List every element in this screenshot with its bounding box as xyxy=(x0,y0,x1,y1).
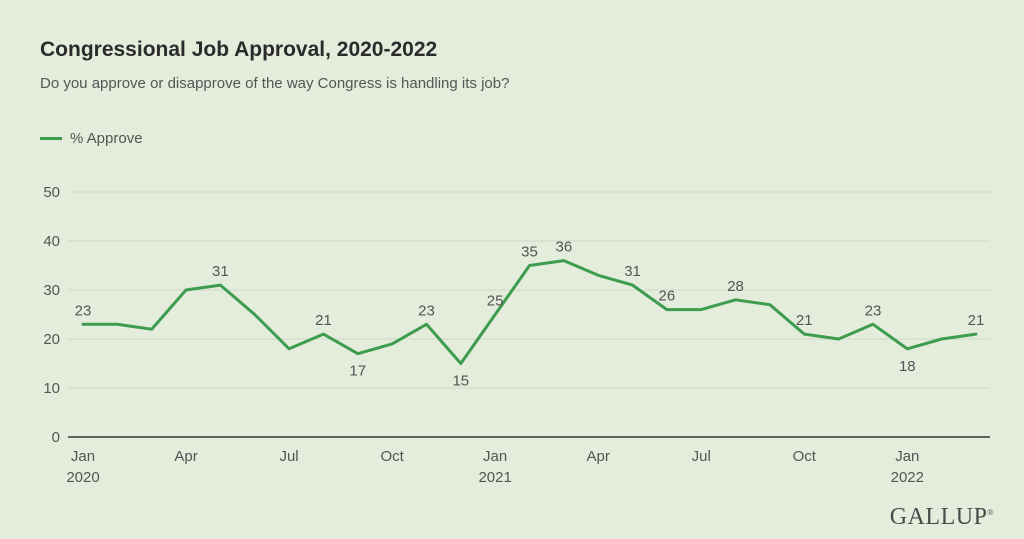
x-tick-label: Oct xyxy=(380,448,404,465)
y-tick-label: 50 xyxy=(43,184,60,201)
y-tick-label: 10 xyxy=(43,380,60,397)
series-group xyxy=(81,259,978,365)
data-label: 15 xyxy=(452,373,469,390)
data-label: 35 xyxy=(521,244,538,261)
legend: % Approve xyxy=(40,130,143,147)
chart-subtitle: Do you approve or disapprove of the way … xyxy=(40,75,510,92)
gridlines xyxy=(68,191,990,438)
data-label: 21 xyxy=(968,312,985,329)
data-label: 31 xyxy=(212,263,229,280)
chart-title: Congressional Job Approval, 2020-2022 xyxy=(40,38,438,61)
data-label: 26 xyxy=(659,288,676,305)
y-axis-ticks: 0 10 20 30 40 50 xyxy=(43,184,60,446)
series-line xyxy=(81,259,978,365)
x-tick-label: Jan xyxy=(71,448,95,465)
data-label: 28 xyxy=(727,278,744,295)
x-tick-label: Jan xyxy=(895,448,919,465)
x-tick-label: Jan xyxy=(483,448,507,465)
x-tick-year-label: 2021 xyxy=(478,469,511,486)
x-tick-label: Apr xyxy=(174,448,197,465)
data-label: 31 xyxy=(624,263,641,280)
x-tick-year-label: 2020 xyxy=(66,469,99,486)
y-tick-label: 0 xyxy=(52,429,60,446)
data-label: 23 xyxy=(75,302,92,319)
data-label: 21 xyxy=(315,312,332,329)
brand-text: GALLUP xyxy=(889,504,988,530)
data-labels: 23 31 21 17 23 15 25 35 36 31 26 28 21 23 18 21 xyxy=(75,239,985,390)
x-tick-label: Oct xyxy=(793,448,817,465)
x-tick-year-label: 2022 xyxy=(891,469,924,486)
x-axis-ticks: Jan 2020 Apr Jul Oct Jan 2021 Apr Jul Oct Jan 2022 xyxy=(66,448,924,486)
data-label: 23 xyxy=(418,302,435,319)
legend-label: % Approve xyxy=(70,130,143,147)
data-label: 18 xyxy=(899,358,916,375)
data-label: 25 xyxy=(487,293,504,310)
x-tick-label: Apr xyxy=(587,448,610,465)
data-label: 23 xyxy=(865,302,882,319)
brand-logo: GALLUP® xyxy=(889,504,994,530)
legend-swatch xyxy=(40,137,62,140)
data-label: 17 xyxy=(349,363,366,380)
x-tick-label: Jul xyxy=(692,448,711,465)
data-label: 21 xyxy=(796,312,813,329)
y-tick-label: 30 xyxy=(43,282,60,299)
y-tick-label: 40 xyxy=(43,233,60,250)
y-tick-label: 20 xyxy=(43,331,60,348)
data-label: 36 xyxy=(556,239,573,256)
x-tick-label: Jul xyxy=(279,448,298,465)
